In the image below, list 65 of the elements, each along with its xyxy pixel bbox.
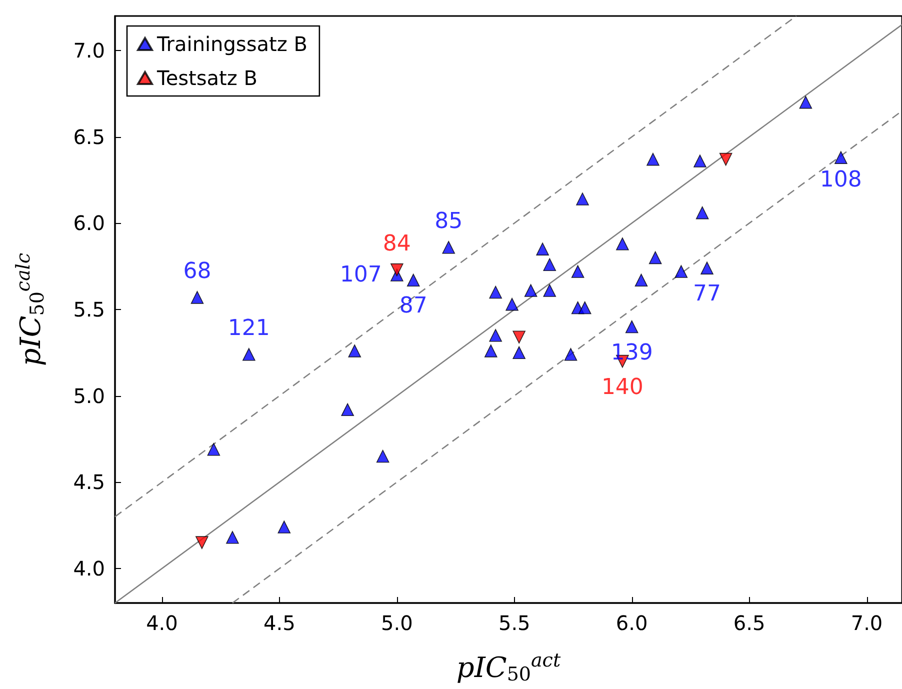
- point: [536, 242, 549, 256]
- x-tick-label: 5.5: [498, 611, 530, 635]
- point: [484, 344, 498, 358]
- point: [489, 286, 502, 299]
- point: [694, 154, 706, 168]
- point: [648, 251, 662, 264]
- point: [226, 530, 239, 544]
- point: [646, 152, 660, 166]
- point: [543, 258, 556, 272]
- point: [564, 348, 578, 361]
- annotation: 68: [183, 258, 212, 284]
- y-tick-label: 6.0: [73, 211, 105, 236]
- x-tick-label: 7.0: [850, 611, 883, 635]
- point: [196, 536, 208, 549]
- point: [543, 284, 556, 297]
- point: [190, 291, 204, 304]
- point: [674, 265, 688, 278]
- legend-label: Trainingssatz B: [156, 32, 308, 56]
- annotation: 107: [340, 262, 382, 288]
- annotation: 85: [434, 208, 463, 234]
- annotation: 87: [399, 294, 428, 319]
- point: [512, 330, 526, 344]
- point: [376, 450, 390, 463]
- point: [390, 263, 404, 276]
- annotation: 77: [693, 282, 722, 307]
- y-tick-label: 5.0: [73, 384, 105, 408]
- annotation: 140: [601, 374, 644, 400]
- x-tick-label: 6.5: [733, 611, 766, 635]
- legend-label: Testsatz B: [156, 66, 258, 90]
- x-tick-label: 4.0: [146, 611, 178, 635]
- point: [512, 346, 526, 360]
- point: [207, 442, 220, 456]
- annotation: 121: [228, 316, 270, 341]
- point: [634, 274, 648, 287]
- x-tick-label: 4.5: [264, 611, 296, 635]
- point: [406, 274, 420, 287]
- point: [696, 206, 709, 220]
- annotation: 108: [820, 168, 862, 193]
- point: [578, 301, 592, 314]
- point: [625, 320, 638, 334]
- y-tick-label: 4.5: [73, 470, 105, 494]
- point: [700, 262, 714, 274]
- y-axis-title: pIC50calc: [12, 252, 48, 366]
- y-tick-label: 6.5: [73, 124, 105, 149]
- point: [489, 328, 502, 342]
- point: [834, 151, 848, 164]
- y-tick-label: 5.5: [73, 298, 105, 322]
- annotation: 139: [610, 340, 653, 366]
- y-tick-label: 4.0: [73, 556, 105, 580]
- point: [278, 520, 291, 534]
- point: [616, 237, 629, 250]
- point: [506, 298, 518, 311]
- point: [442, 240, 455, 254]
- x-tick-label: 6.0: [616, 611, 648, 635]
- point: [348, 344, 362, 358]
- annotation: 84: [382, 231, 411, 256]
- point: [341, 403, 354, 416]
- point: [242, 348, 256, 361]
- x-tick-label: 5.0: [381, 611, 413, 635]
- point: [799, 96, 812, 109]
- point: [524, 284, 538, 297]
- point: [571, 265, 584, 278]
- point: [576, 192, 589, 206]
- point: [719, 152, 732, 166]
- y-tick-label: 7.0: [73, 38, 105, 63]
